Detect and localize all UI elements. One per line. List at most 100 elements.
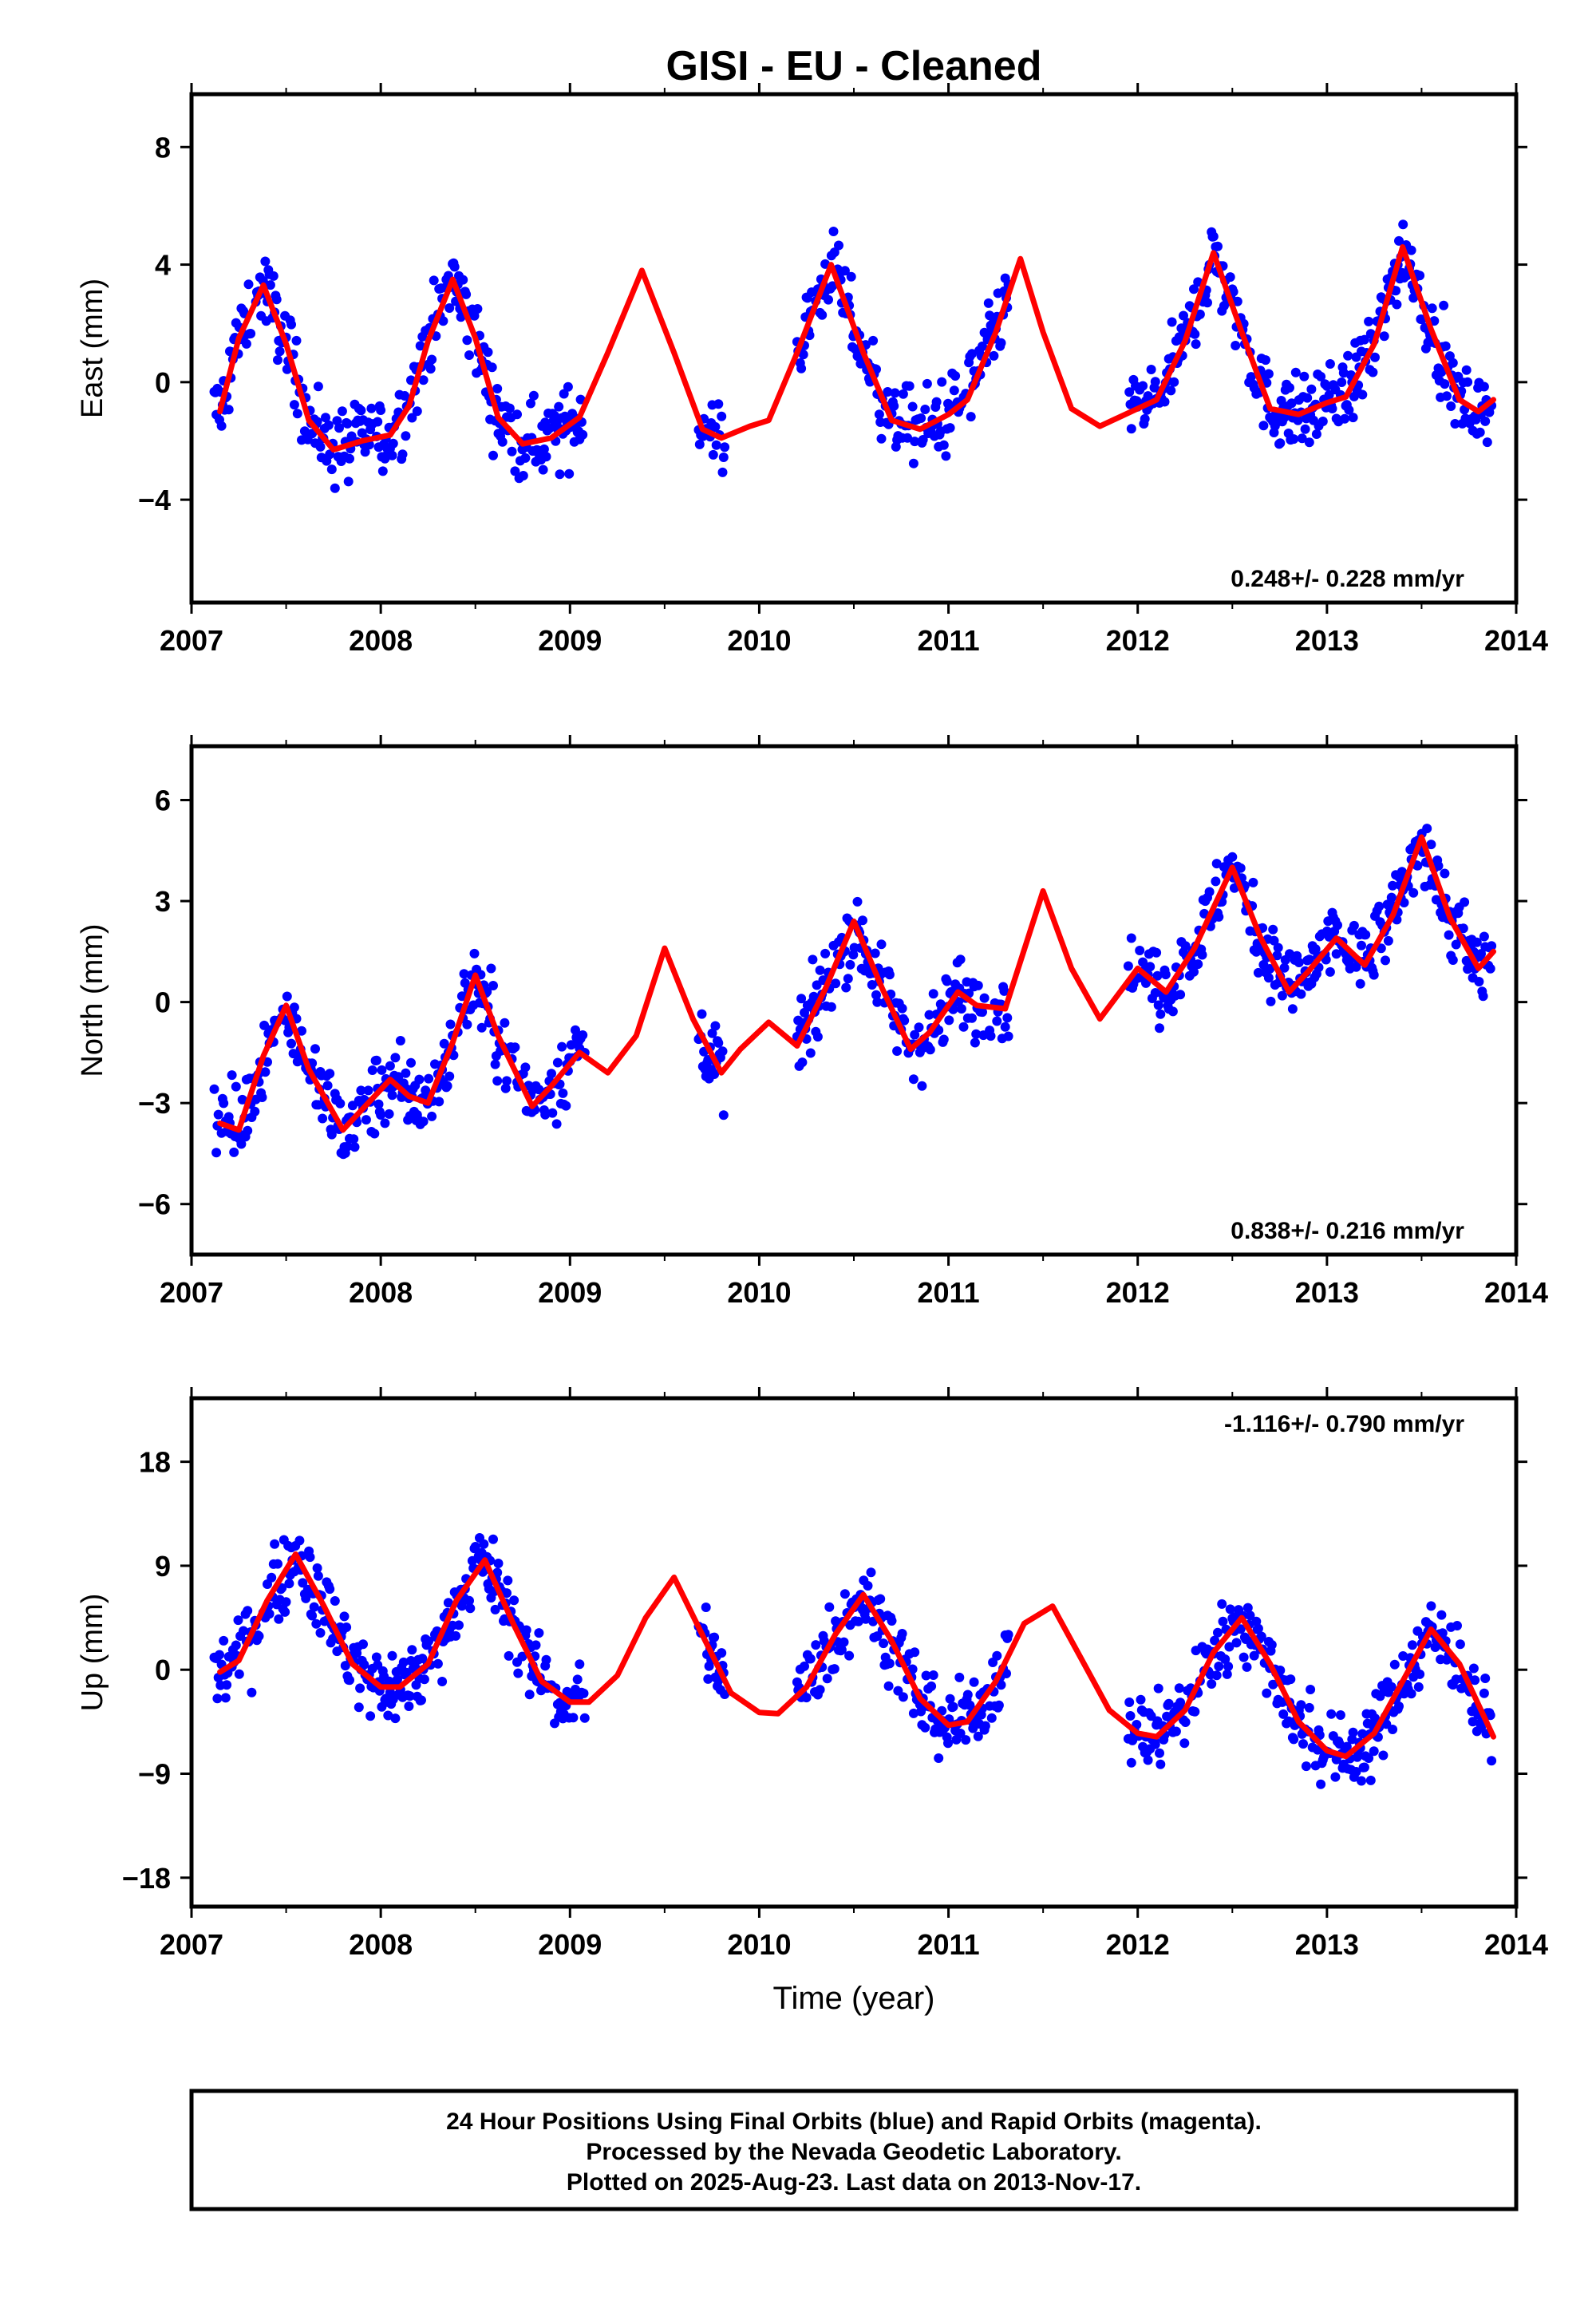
data-point xyxy=(1398,219,1408,230)
data-point xyxy=(1381,955,1390,966)
data-point xyxy=(1298,1739,1308,1749)
data-point xyxy=(282,364,292,374)
data-point xyxy=(811,1640,821,1650)
data-point xyxy=(321,413,330,423)
data-point xyxy=(1223,1662,1234,1672)
data-point xyxy=(707,1028,717,1038)
footer-line-2: Processed by the Nevada Geodetic Laborat… xyxy=(586,2139,1121,2165)
x-tick-label: 2008 xyxy=(349,624,413,657)
data-point xyxy=(419,1674,429,1685)
data-point xyxy=(578,429,588,440)
data-point xyxy=(492,384,503,393)
data-point xyxy=(219,1635,229,1646)
data-point xyxy=(418,1117,429,1127)
data-point xyxy=(898,389,908,399)
data-point xyxy=(1479,931,1489,942)
data-point xyxy=(449,262,460,272)
data-point xyxy=(273,355,282,366)
data-point xyxy=(1193,959,1203,970)
data-point xyxy=(415,341,425,351)
data-point xyxy=(568,1713,579,1723)
data-point xyxy=(910,1647,920,1658)
data-point xyxy=(483,347,493,358)
data-point xyxy=(817,310,828,320)
data-point xyxy=(839,1589,850,1599)
data-point xyxy=(1195,309,1205,319)
data-point xyxy=(1304,954,1314,965)
data-point xyxy=(1386,1682,1396,1692)
data-point xyxy=(220,1693,231,1703)
data-point xyxy=(322,1081,333,1091)
data-point xyxy=(313,1571,323,1581)
data-point xyxy=(349,1134,359,1144)
data-point xyxy=(1413,1682,1424,1692)
data-point xyxy=(291,335,302,346)
x-tick-label: 2013 xyxy=(1295,1276,1359,1309)
data-point xyxy=(1415,1669,1425,1679)
data-point xyxy=(924,1010,934,1020)
data-point xyxy=(534,1085,544,1095)
data-point xyxy=(986,1713,997,1723)
data-point xyxy=(313,381,323,392)
data-point xyxy=(223,405,234,415)
data-point xyxy=(438,316,448,326)
data-point xyxy=(268,271,279,281)
data-point xyxy=(427,354,437,365)
data-point xyxy=(884,970,895,980)
data-point xyxy=(908,458,918,468)
data-point xyxy=(315,441,326,452)
data-point xyxy=(1279,962,1290,973)
data-point xyxy=(1370,352,1380,362)
data-point xyxy=(579,1713,590,1723)
data-point xyxy=(843,974,853,984)
data-point xyxy=(521,1625,531,1635)
data-point xyxy=(980,1721,990,1731)
data-point xyxy=(801,1693,812,1703)
data-point xyxy=(517,1651,527,1662)
data-point xyxy=(1368,367,1378,377)
data-point xyxy=(943,1738,953,1749)
data-point xyxy=(926,1681,937,1691)
data-point xyxy=(808,954,818,965)
data-point xyxy=(876,433,887,444)
data-point xyxy=(401,431,411,441)
data-point xyxy=(271,294,282,305)
data-point xyxy=(812,1032,823,1042)
data-point xyxy=(571,1025,580,1035)
data-point xyxy=(1296,1700,1306,1710)
data-point xyxy=(345,453,354,464)
data-point xyxy=(1331,949,1341,959)
data-point xyxy=(510,466,520,476)
data-point xyxy=(503,1575,513,1586)
data-point xyxy=(1225,1604,1235,1614)
data-point xyxy=(339,1611,350,1622)
data-point xyxy=(1179,1738,1190,1749)
data-point xyxy=(241,338,251,349)
data-point xyxy=(1440,379,1450,389)
data-point xyxy=(400,391,410,401)
data-point xyxy=(796,994,807,1004)
data-point xyxy=(815,1685,825,1695)
data-point xyxy=(384,1109,394,1119)
data-point xyxy=(1392,299,1402,310)
data-point xyxy=(1415,271,1425,281)
data-point xyxy=(1436,1610,1447,1620)
up-rate-label: -1.116+/- 0.790 mm/yr xyxy=(1224,1411,1464,1437)
data-point xyxy=(1475,427,1485,437)
data-point xyxy=(212,1694,223,1704)
data-point xyxy=(1450,419,1460,429)
data-point xyxy=(1357,389,1368,400)
data-point xyxy=(393,1072,404,1082)
data-point xyxy=(469,948,480,958)
data-point xyxy=(928,989,938,999)
data-point xyxy=(335,1098,346,1109)
data-point xyxy=(844,1650,855,1661)
data-point xyxy=(1364,1753,1374,1763)
data-point xyxy=(412,406,422,417)
data-point xyxy=(1136,1694,1146,1705)
data-point xyxy=(898,1692,908,1702)
data-point xyxy=(286,319,296,330)
data-point xyxy=(958,1022,969,1032)
data-point xyxy=(247,1687,257,1697)
